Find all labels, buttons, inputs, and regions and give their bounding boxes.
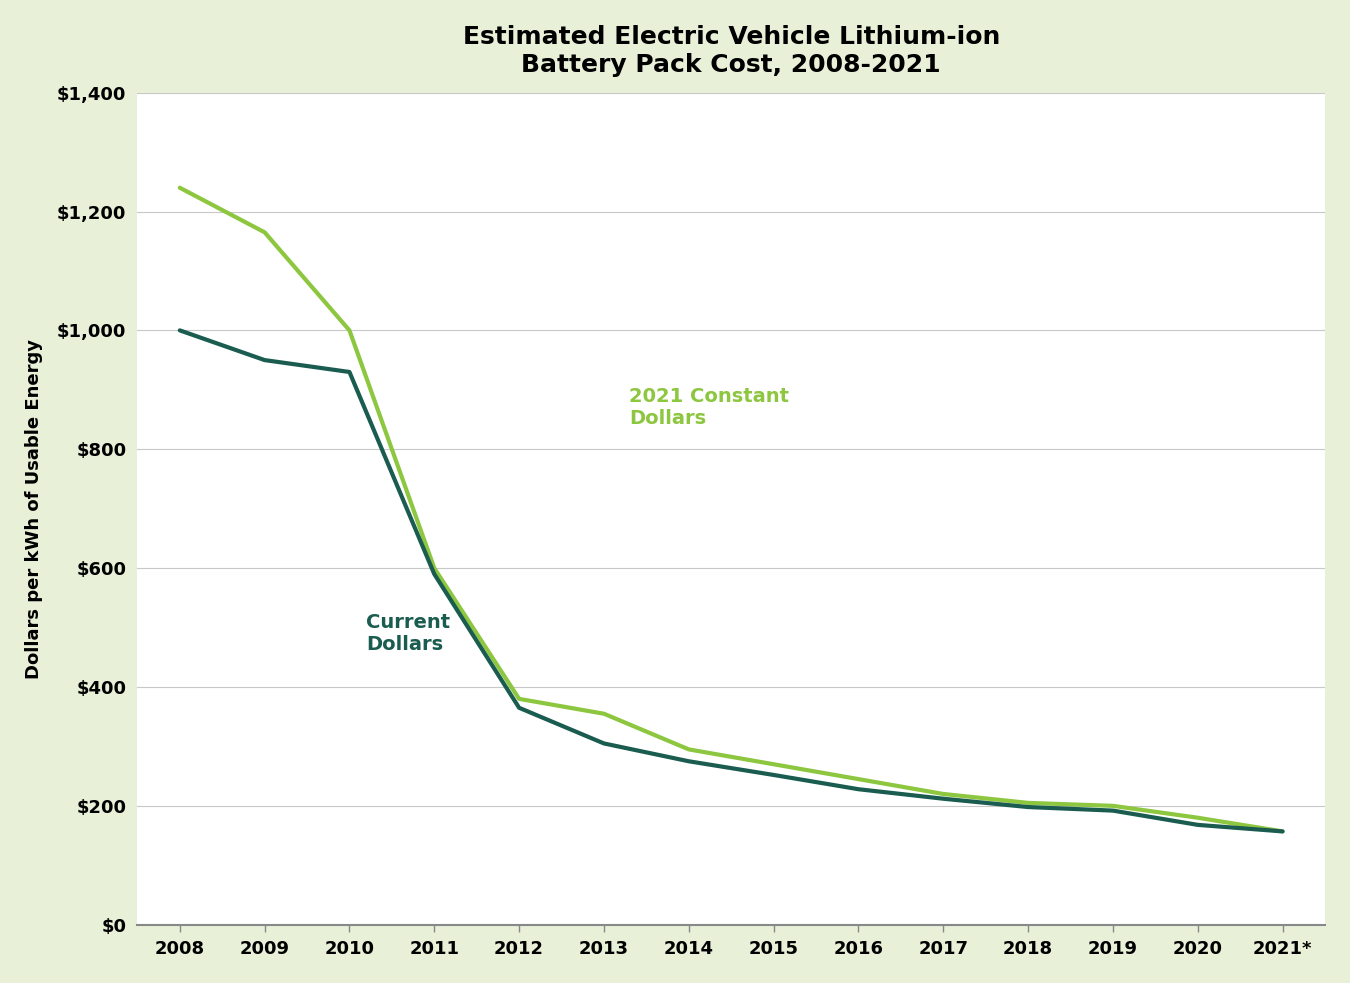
Text: 2021 Constant
Dollars: 2021 Constant Dollars (629, 387, 790, 429)
Text: Current
Dollars: Current Dollars (366, 613, 451, 654)
Title: Estimated Electric Vehicle Lithium-ion
Battery Pack Cost, 2008-2021: Estimated Electric Vehicle Lithium-ion B… (463, 25, 1000, 77)
Y-axis label: Dollars per kWh of Usable Energy: Dollars per kWh of Usable Energy (26, 339, 43, 678)
